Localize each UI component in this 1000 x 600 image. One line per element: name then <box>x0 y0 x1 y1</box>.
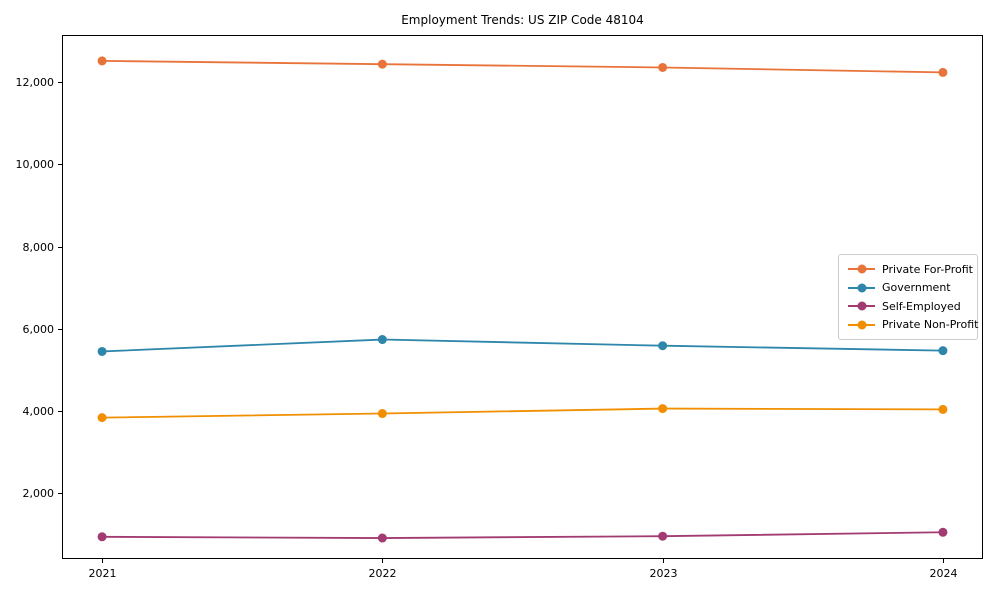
legend-line-marker-icon <box>848 264 875 274</box>
data-point-self-employed <box>938 527 948 537</box>
data-point-self-employed <box>658 531 668 541</box>
y-tick-label: 8,000 <box>23 241 55 254</box>
legend-label: Private For-Profit <box>882 262 973 276</box>
data-point-private-non-profit <box>97 413 107 423</box>
legend-line-marker-icon <box>848 283 875 293</box>
series-line-private-non-profit <box>102 407 943 419</box>
y-tick-label: 12,000 <box>16 76 55 89</box>
data-point-government <box>377 335 387 345</box>
legend: Private For-Profit Government Self-Emplo… <box>838 254 978 340</box>
axes-frame <box>62 35 983 559</box>
x-tick-label: 2021 <box>89 567 117 580</box>
legend-item-self-employed: Self-Employed <box>848 297 969 315</box>
legend-line-marker-icon <box>848 320 875 330</box>
y-tick-label: 2,000 <box>23 487 55 500</box>
series-line-self-employed <box>102 531 943 539</box>
x-tick-label: 2022 <box>369 567 397 580</box>
chart-title: Employment Trends: US ZIP Code 48104 <box>401 13 644 27</box>
data-point-government <box>658 341 668 351</box>
data-point-government <box>938 346 948 356</box>
data-point-private-non-profit <box>938 404 948 414</box>
legend-label: Self-Employed <box>882 299 961 313</box>
series-line-government <box>102 338 943 353</box>
y-tick-label: 10,000 <box>16 158 55 171</box>
data-point-private-non-profit <box>377 409 387 419</box>
legend-line-marker-icon <box>848 301 875 311</box>
legend-item-private-for-profit: Private For-Profit <box>848 260 973 278</box>
data-point-private-non-profit <box>658 404 668 414</box>
legend-label: Private Non-Profit <box>882 318 979 332</box>
data-point-self-employed <box>377 533 387 543</box>
data-point-private-for-profit <box>97 56 107 66</box>
data-point-self-employed <box>97 532 107 542</box>
y-tick-label: 6,000 <box>23 323 55 336</box>
data-point-government <box>97 346 107 356</box>
series-line-private-for-profit <box>102 59 943 74</box>
x-tick-label: 2023 <box>650 567 678 580</box>
legend-label: Government <box>882 281 951 295</box>
data-point-private-for-profit <box>377 59 387 69</box>
x-tick-label: 2024 <box>930 567 958 580</box>
data-point-private-for-profit <box>938 67 948 77</box>
legend-item-private-non-profit: Private Non-Profit <box>848 316 978 334</box>
data-point-private-for-profit <box>658 62 668 72</box>
y-tick-label: 4,000 <box>23 405 55 418</box>
legend-item-government: Government <box>848 279 969 297</box>
